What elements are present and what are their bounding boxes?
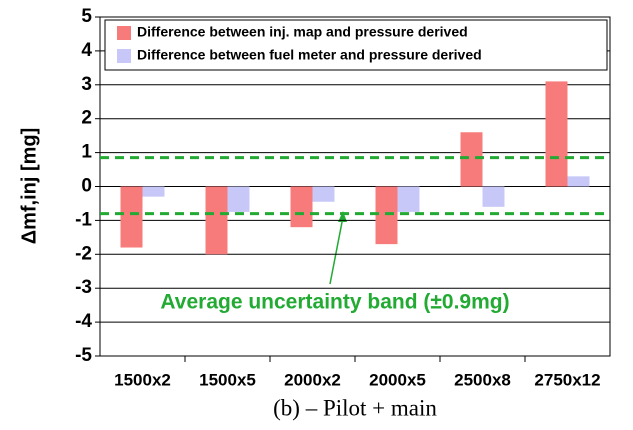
y-tick-label: 0 [81, 176, 92, 197]
y-tick-label: 4 [81, 40, 92, 61]
bar [205, 186, 228, 255]
x-tick-label: 1500x5 [199, 370, 256, 389]
bar [120, 186, 143, 248]
legend-label: Difference between fuel meter and pressu… [137, 47, 482, 63]
bar [460, 132, 483, 187]
bar [227, 186, 250, 212]
annotation: Average uncertainty band (±0.9mg) [160, 291, 509, 314]
x-tick-label: 2000x2 [284, 370, 341, 389]
y-tick-label: 2 [81, 108, 92, 129]
y-tick-label: 3 [81, 74, 92, 95]
y-tick-label: -1 [75, 209, 92, 230]
legend-label: Difference between inj. map and pressure… [137, 24, 468, 40]
bar [375, 186, 398, 245]
y-tick-label: -2 [75, 243, 92, 264]
bar [312, 186, 335, 202]
bar [290, 186, 313, 228]
y-axis-label: Δmf,inj [mg] [18, 128, 40, 245]
x-tick-label: 1500x2 [114, 370, 171, 389]
bar [545, 81, 568, 187]
legend-swatch [117, 49, 131, 63]
legend-box [104, 19, 608, 71]
legend-swatch [117, 26, 131, 40]
annotation-arrow [329, 216, 344, 285]
bar [142, 186, 165, 197]
arrow-head [338, 211, 347, 222]
y-tick-label: 1 [81, 142, 92, 163]
bar [567, 176, 590, 187]
x-tick-label: 2750x12 [534, 370, 600, 389]
x-tick-label: 2000x5 [369, 370, 426, 389]
y-tick-label: -4 [75, 311, 92, 332]
y-tick-label: -5 [75, 345, 92, 366]
bar [397, 186, 420, 212]
bar [482, 186, 505, 207]
y-tick-label: -3 [75, 277, 92, 298]
caption: (b) – Pilot + main [273, 395, 437, 420]
x-tick-label: 2500x8 [454, 370, 511, 389]
y-tick-label: 5 [81, 6, 92, 27]
